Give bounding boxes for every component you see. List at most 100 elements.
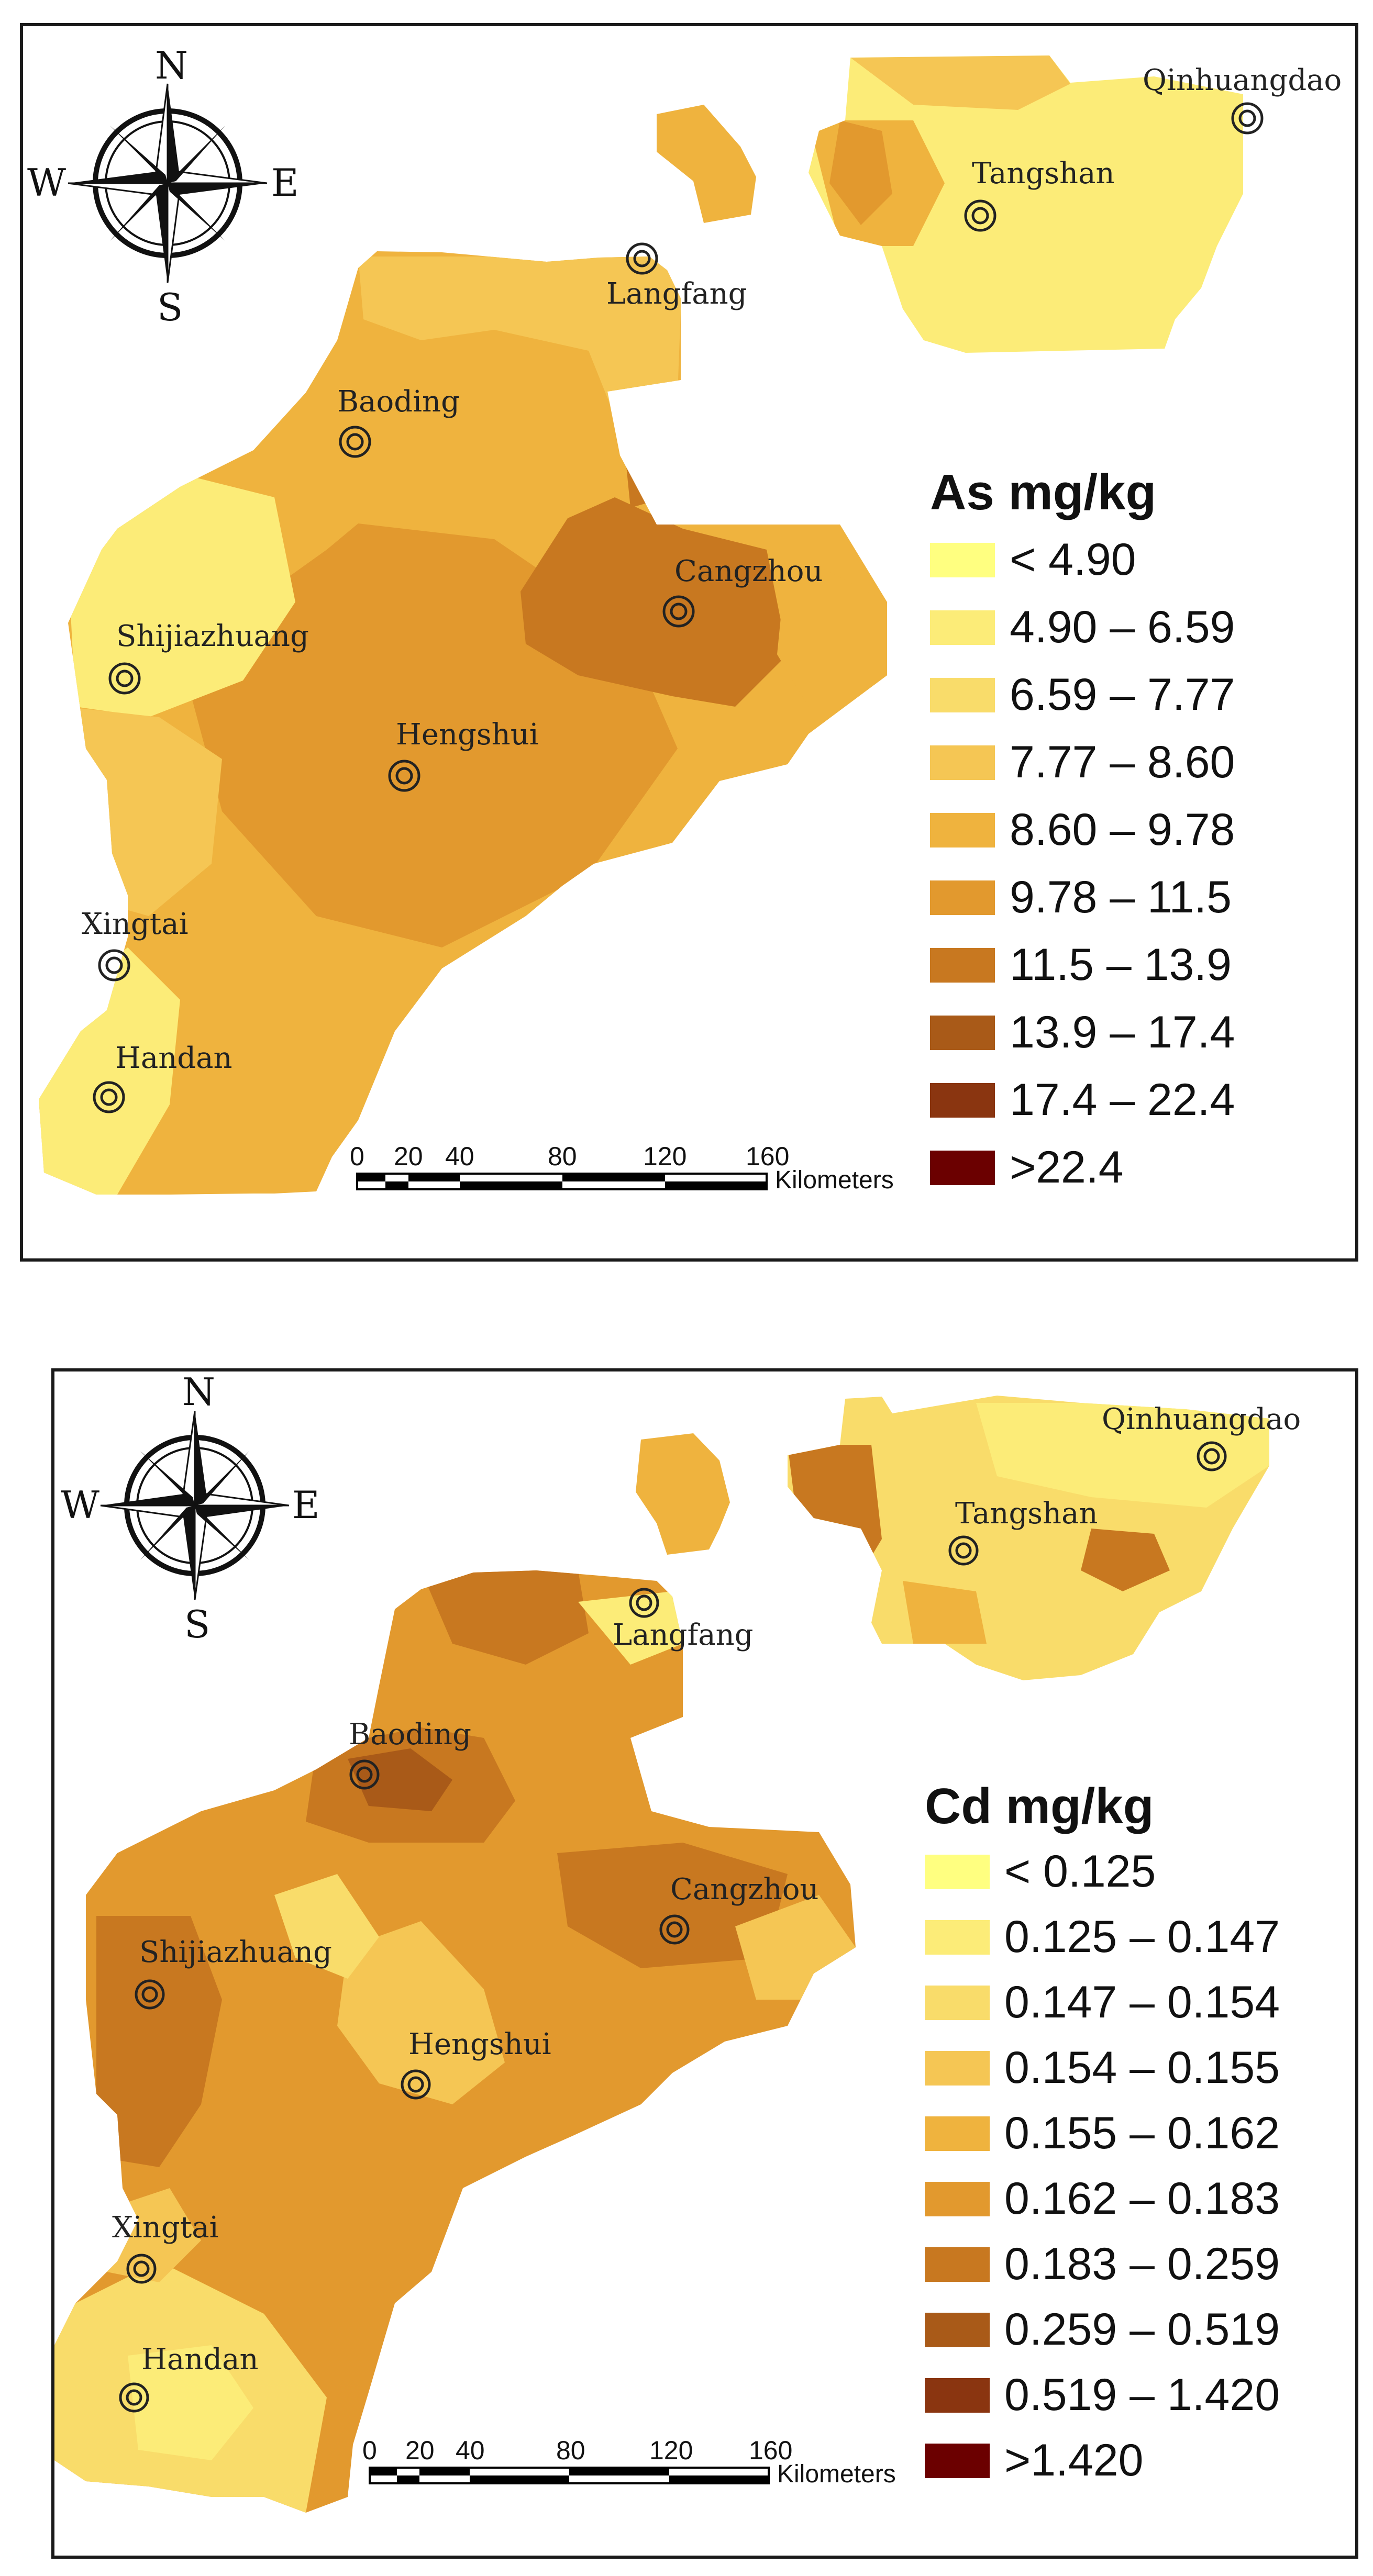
legend-row: < 0.125 xyxy=(925,1846,1280,1898)
city-label-shijiazhuang: Shijiazhuang xyxy=(116,619,309,653)
legend-row: 17.4 – 22.4 xyxy=(930,1074,1235,1126)
legend-row: 0.125 – 0.147 xyxy=(925,1911,1280,1963)
legend-swatch xyxy=(930,880,995,915)
city-label-qinhuangdao: Qinhuangdao xyxy=(1102,1402,1301,1436)
cd-main-zones xyxy=(54,1570,856,2513)
legend-swatch xyxy=(925,1920,990,1955)
legend-swatch xyxy=(930,812,995,847)
legend-swatch xyxy=(925,2116,990,2151)
city-label-shijiazhuang: Shijiazhuang xyxy=(139,1935,332,1969)
as-legend-title: As mg/kg xyxy=(930,464,1157,520)
legend-row: 0.183 – 0.259 xyxy=(925,2238,1280,2290)
city-label-baoding: Baoding xyxy=(349,1718,471,1752)
city-marker-qinhuangdao: Qinhuangdao xyxy=(1102,1402,1301,1471)
cd-legend-rows: < 0.125 0.125 – 0.147 0.147 – 0.154 0.154 –… xyxy=(925,1846,1280,2486)
city-label-langfang: Langfang xyxy=(606,277,747,311)
legend-swatch xyxy=(925,2247,990,2282)
legend-swatch xyxy=(925,2181,990,2216)
city-label-handan: Handan xyxy=(115,1041,232,1075)
scale-tick-120: 120 xyxy=(649,2436,693,2465)
legend-row: 7.77 – 8.60 xyxy=(930,737,1235,788)
city-marker-handan: Handan xyxy=(119,2343,259,2413)
as-legend-rows: < 4.90 4.90 – 6.59 6.59 – 7.77 7.77 – 8.60 8… xyxy=(930,534,1235,1194)
as-zone-ne-top xyxy=(850,55,1070,110)
as-legend: As mg/kg < 4.90 4.90 – 6.59 6.59 – 7.77 7.7… xyxy=(930,464,1235,1209)
as-island-region xyxy=(657,105,756,223)
legend-label: 17.4 – 22.4 xyxy=(1010,1075,1235,1125)
legend-row: 0.259 – 0.519 xyxy=(925,2304,1280,2356)
as-map-svg: Qinhuangdao Tangshan Langfang Baoding Ca… xyxy=(27,43,1342,1195)
legend-label: 11.5 – 13.9 xyxy=(1010,940,1232,990)
scale-tick-20: 20 xyxy=(394,1142,423,1171)
legend-swatch xyxy=(925,2050,990,2086)
city-marker-handan: Handan xyxy=(93,1041,232,1113)
cd-map-svg: Qinhuangdao Tangshan Langfang Baoding Ca… xyxy=(54,1371,1301,2513)
as-zone-cangzhou xyxy=(521,497,788,707)
legend-label: < 4.90 xyxy=(1010,534,1136,585)
legend-label: 6.59 – 7.77 xyxy=(1010,670,1235,720)
compass-south-label: S xyxy=(157,285,183,329)
city-marker-hengshui: Hengshui xyxy=(401,2027,551,2100)
cd-zone-north xyxy=(421,1570,589,1665)
city-marker-hengshui: Hengshui xyxy=(388,718,539,792)
cd-zone-tangshan-w xyxy=(788,1445,882,1591)
cd-zone-ne-hot xyxy=(1081,1529,1170,1591)
legend-swatch xyxy=(925,2443,990,2478)
legend-label: 0.519 – 1.420 xyxy=(1004,2370,1280,2420)
city-marker-cangzhou: Cangzhou xyxy=(659,1872,819,1945)
city-label-cangzhou: Cangzhou xyxy=(670,1872,819,1906)
city-label-handan: Handan xyxy=(141,2343,259,2377)
as-zone-north xyxy=(358,257,683,403)
city-label-xingtai: Xingtai xyxy=(112,2211,219,2245)
legend-row: 13.9 – 17.4 xyxy=(930,1007,1235,1058)
as-cities: Qinhuangdao Tangshan Langfang Baoding Ca… xyxy=(82,63,1342,1113)
legend-row: 0.147 – 0.154 xyxy=(925,1977,1280,2028)
legend-label: 9.78 – 11.5 xyxy=(1010,872,1232,922)
compass-east-label: E xyxy=(271,161,299,205)
legend-row: 4.90 – 6.59 xyxy=(930,601,1235,653)
city-marker-shijiazhuang: Shijiazhuang xyxy=(108,619,309,695)
legend-swatch xyxy=(930,1083,995,1118)
scale-unit-label: Kilometers xyxy=(775,1166,894,1194)
legend-swatch xyxy=(930,677,995,712)
as-zone-west xyxy=(65,476,295,717)
legend-label: 13.9 – 17.4 xyxy=(1010,1007,1235,1057)
legend-label: 4.90 – 6.59 xyxy=(1010,602,1235,652)
legend-swatch xyxy=(930,1015,995,1050)
city-marker-langfang: Langfang xyxy=(613,1588,754,1652)
legend-swatch xyxy=(925,2378,990,2413)
cd-zone-handan-core xyxy=(128,2345,253,2460)
scale-tick-40: 40 xyxy=(445,1142,474,1171)
city-marker-cangzhou: Cangzhou xyxy=(662,554,823,628)
scale-tick-0: 0 xyxy=(362,2436,377,2465)
cd-legend-title: Cd mg/kg xyxy=(925,1778,1154,1834)
legend-row: 0.519 – 1.420 xyxy=(925,2369,1280,2421)
scale-bar: 0 20 40 80 120 160 Kilometers xyxy=(350,1142,894,1194)
legend-label: 0.155 – 0.162 xyxy=(1004,2108,1280,2158)
legend-swatch xyxy=(930,610,995,645)
legend-swatch xyxy=(925,1854,990,1889)
compass-north-label: N xyxy=(182,1371,215,1414)
legend-label: 0.183 – 0.259 xyxy=(1004,2239,1280,2289)
city-label-xingtai: Xingtai xyxy=(82,907,189,941)
legend-label: 0.125 – 0.147 xyxy=(1004,1912,1280,1962)
city-label-tangshan: Tangshan xyxy=(972,157,1115,191)
legend-row: 0.162 – 0.183 xyxy=(925,2173,1280,2225)
cd-zone-hengshui xyxy=(337,1921,505,2104)
legend-swatch xyxy=(930,745,995,780)
legend-row: 9.78 – 11.5 xyxy=(930,872,1235,923)
legend-label: 0.147 – 0.154 xyxy=(1004,1977,1280,2027)
cd-zone-cangzhou xyxy=(557,1843,788,1968)
city-marker-xingtai: Xingtai xyxy=(112,2211,219,2284)
legend-row: 0.154 – 0.155 xyxy=(925,2042,1280,2094)
legend-row: 0.155 – 0.162 xyxy=(925,2107,1280,2159)
legend-label: 8.60 – 9.78 xyxy=(1010,805,1235,855)
scale-bar: 0 20 40 80 120 160 Kilometers xyxy=(362,2436,896,2488)
compass-rose: N S E W xyxy=(61,1371,320,1646)
city-marker-tangshan: Tangshan xyxy=(964,157,1115,232)
as-ne-zones xyxy=(809,55,1070,246)
city-label-hengshui: Hengshui xyxy=(408,2027,551,2061)
compass-east-label: E xyxy=(292,1483,320,1527)
legend-label: >22.4 xyxy=(1010,1142,1124,1192)
cd-map-panel: Qinhuangdao Tangshan Langfang Baoding Ca… xyxy=(51,1368,1358,2559)
